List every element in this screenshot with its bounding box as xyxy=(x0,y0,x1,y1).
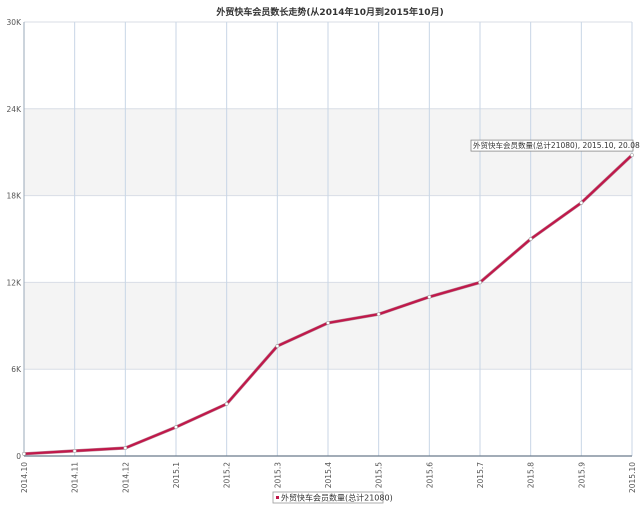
x-tick-label: 2015.4 xyxy=(324,462,333,488)
x-tick-label: 2015.6 xyxy=(425,462,434,488)
chart-title: 外贸快车会员数长走势(从2014年10月到2015年10月) xyxy=(215,6,443,18)
y-tick-label: 18K xyxy=(7,192,23,201)
y-tick-label: 6K xyxy=(11,365,22,374)
data-point xyxy=(123,446,128,450)
x-axis-ticks: 2014.10 2014.11 2014.12 2015.1 2015.2 2015.3 2… xyxy=(20,462,637,493)
x-tick-label: 2015.3 xyxy=(273,462,282,488)
tooltip-text: 外贸快车会员数量(总计21080), 2015.10, 20.08K xyxy=(473,140,640,150)
data-point xyxy=(326,321,330,325)
data-point xyxy=(224,402,229,406)
legend-swatch xyxy=(276,496,279,499)
data-point xyxy=(528,237,533,241)
data-point xyxy=(376,312,381,317)
y-tick-label: 0 xyxy=(16,452,21,461)
data-point xyxy=(478,280,482,285)
y-tick-label: 12K xyxy=(7,278,23,287)
data-point xyxy=(275,344,280,348)
x-tick-label: 2015.5 xyxy=(375,462,384,488)
legend: 外贸快车会员数量(总计21080) xyxy=(272,491,393,504)
data-point xyxy=(174,425,178,429)
x-tick-label: 2014.12 xyxy=(121,462,130,493)
data-point xyxy=(72,449,77,453)
grid-lines xyxy=(23,21,633,457)
tooltip: 外贸快车会员数量(总计21080), 2015.10, 20.08K xyxy=(470,139,640,152)
data-points xyxy=(22,153,634,456)
data-point xyxy=(579,200,584,205)
y-tick-label: 30K xyxy=(7,18,23,27)
y-axis-ticks: 0 6K 12K 18K 24K 30K xyxy=(7,18,23,461)
y-tick-label: 24K xyxy=(7,105,23,114)
legend-box xyxy=(272,491,384,504)
tooltip-box xyxy=(470,139,634,152)
x-tick-label: 2015.7 xyxy=(476,462,485,488)
x-tick-label: 2015.2 xyxy=(223,462,232,488)
x-tick-label: 2015.1 xyxy=(172,462,181,488)
legend-label: 外贸快车会员数量(总计21080) xyxy=(281,493,393,503)
data-point xyxy=(427,294,432,299)
x-tick-label: 2015.9 xyxy=(577,462,586,488)
x-tick-label: 2014.10 xyxy=(20,462,29,493)
data-point xyxy=(630,153,634,157)
x-tick-label: 2015.8 xyxy=(527,462,536,488)
x-tick-label: 2015.10 xyxy=(628,462,637,493)
data-point xyxy=(22,451,26,456)
x-tick-label: 2014.11 xyxy=(71,462,80,493)
